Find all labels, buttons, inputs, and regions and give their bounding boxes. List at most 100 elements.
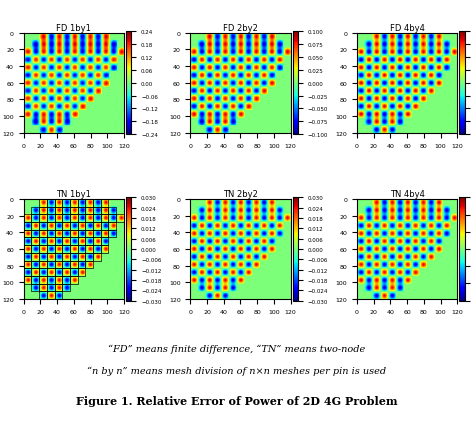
Bar: [109, 230, 116, 238]
Bar: [93, 207, 101, 215]
Bar: [47, 199, 55, 207]
Bar: [70, 207, 78, 215]
Bar: [62, 215, 70, 223]
Bar: [101, 238, 109, 246]
Bar: [93, 223, 101, 230]
Bar: [47, 238, 55, 246]
Bar: [85, 230, 93, 238]
Bar: [31, 207, 39, 215]
Bar: [39, 207, 47, 215]
Bar: [101, 246, 109, 253]
Bar: [39, 215, 47, 223]
Bar: [39, 238, 47, 246]
Bar: [78, 246, 85, 253]
Bar: [24, 268, 31, 276]
Bar: [62, 230, 70, 238]
Bar: [62, 284, 70, 292]
Bar: [55, 199, 62, 207]
Bar: [24, 223, 31, 230]
Bar: [70, 246, 78, 253]
Bar: [62, 253, 70, 261]
Bar: [93, 246, 101, 253]
Bar: [31, 284, 39, 292]
Bar: [78, 199, 85, 207]
Bar: [109, 215, 116, 223]
Bar: [70, 199, 78, 207]
Bar: [78, 207, 85, 215]
Bar: [85, 246, 93, 253]
Bar: [55, 223, 62, 230]
Bar: [70, 253, 78, 261]
Bar: [47, 246, 55, 253]
Bar: [93, 199, 101, 207]
Bar: [78, 253, 85, 261]
Bar: [62, 199, 70, 207]
Title: TN 4by4: TN 4by4: [390, 190, 425, 198]
Bar: [55, 238, 62, 246]
Bar: [101, 207, 109, 215]
Text: “FD” means finite difference, “TN” means two-node: “FD” means finite difference, “TN” means…: [109, 343, 365, 353]
Bar: [78, 268, 85, 276]
Bar: [24, 215, 31, 223]
Bar: [39, 199, 47, 207]
Bar: [93, 215, 101, 223]
Bar: [62, 268, 70, 276]
Bar: [55, 253, 62, 261]
Bar: [101, 199, 109, 207]
Text: Figure 1. Relative Error of Power of 2D 4G Problem: Figure 1. Relative Error of Power of 2D …: [76, 395, 398, 406]
Bar: [39, 253, 47, 261]
Bar: [31, 230, 39, 238]
Bar: [39, 284, 47, 292]
Bar: [31, 238, 39, 246]
Title: TN 1by1: TN 1by1: [56, 190, 91, 198]
Bar: [31, 223, 39, 230]
Bar: [24, 253, 31, 261]
Bar: [31, 246, 39, 253]
Bar: [39, 276, 47, 284]
Bar: [62, 261, 70, 268]
Bar: [62, 207, 70, 215]
Bar: [47, 223, 55, 230]
Bar: [70, 230, 78, 238]
Bar: [109, 207, 116, 215]
Bar: [47, 215, 55, 223]
Bar: [55, 284, 62, 292]
Bar: [85, 238, 93, 246]
Bar: [85, 215, 93, 223]
Bar: [31, 276, 39, 284]
Bar: [24, 230, 31, 238]
Bar: [55, 292, 62, 300]
Bar: [93, 230, 101, 238]
Bar: [55, 230, 62, 238]
Bar: [31, 215, 39, 223]
Bar: [116, 215, 124, 223]
Bar: [24, 261, 31, 268]
Bar: [85, 261, 93, 268]
Bar: [24, 238, 31, 246]
Bar: [55, 276, 62, 284]
Bar: [78, 230, 85, 238]
Bar: [24, 276, 31, 284]
Bar: [85, 207, 93, 215]
Title: FD 4by4: FD 4by4: [390, 24, 425, 33]
Bar: [70, 223, 78, 230]
Bar: [70, 215, 78, 223]
Bar: [101, 230, 109, 238]
Bar: [55, 215, 62, 223]
Title: FD 2by2: FD 2by2: [223, 24, 258, 33]
Bar: [24, 246, 31, 253]
Bar: [47, 292, 55, 300]
Bar: [93, 238, 101, 246]
Bar: [85, 199, 93, 207]
Bar: [62, 238, 70, 246]
Bar: [31, 268, 39, 276]
Bar: [78, 238, 85, 246]
Bar: [55, 268, 62, 276]
Bar: [47, 268, 55, 276]
Bar: [101, 223, 109, 230]
Bar: [85, 253, 93, 261]
Bar: [47, 284, 55, 292]
Bar: [62, 246, 70, 253]
Text: “n by n” means mesh division of n×n meshes per pin is used: “n by n” means mesh division of n×n mesh…: [87, 365, 387, 375]
Bar: [70, 238, 78, 246]
